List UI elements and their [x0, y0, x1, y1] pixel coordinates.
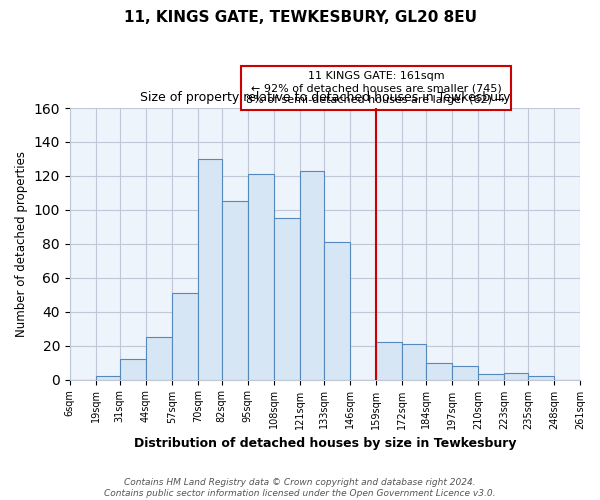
- Bar: [324, 242, 350, 380]
- Text: 11, KINGS GATE, TEWKESBURY, GL20 8EU: 11, KINGS GATE, TEWKESBURY, GL20 8EU: [124, 10, 476, 25]
- Text: Contains HM Land Registry data © Crown copyright and database right 2024.
Contai: Contains HM Land Registry data © Crown c…: [104, 478, 496, 498]
- X-axis label: Distribution of detached houses by size in Tewkesbury: Distribution of detached houses by size …: [134, 437, 516, 450]
- Bar: [528, 376, 554, 380]
- Bar: [426, 362, 452, 380]
- Bar: [96, 376, 120, 380]
- Bar: [376, 342, 402, 380]
- Bar: [146, 337, 172, 380]
- Bar: [222, 202, 248, 380]
- Bar: [172, 293, 198, 380]
- Bar: [478, 374, 504, 380]
- Text: 11 KINGS GATE: 161sqm
← 92% of detached houses are smaller (745)
8% of semi-deta: 11 KINGS GATE: 161sqm ← 92% of detached …: [247, 72, 505, 104]
- Bar: [504, 373, 528, 380]
- Bar: [274, 218, 300, 380]
- Bar: [120, 359, 146, 380]
- Bar: [300, 171, 324, 380]
- Bar: [452, 366, 478, 380]
- Y-axis label: Number of detached properties: Number of detached properties: [15, 151, 28, 337]
- Title: Size of property relative to detached houses in Tewkesbury: Size of property relative to detached ho…: [140, 91, 510, 104]
- Bar: [198, 159, 222, 380]
- Bar: [402, 344, 426, 380]
- Bar: [248, 174, 274, 380]
